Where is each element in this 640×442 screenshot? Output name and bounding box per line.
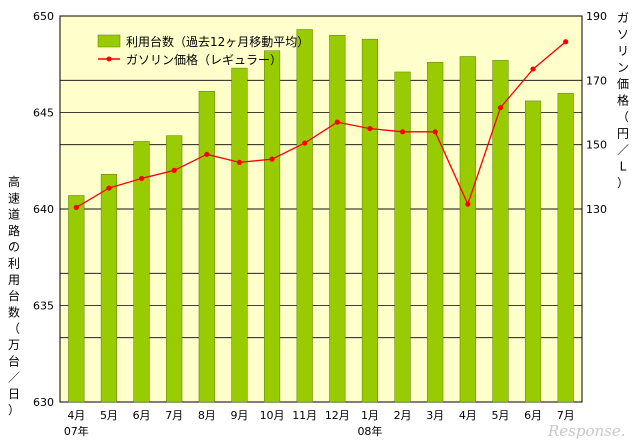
x-tick-label: 9月: [230, 409, 248, 422]
line-point: [432, 129, 438, 135]
right-axis-title: ガソリン価格（円／ L）: [617, 11, 629, 190]
bar: [557, 92, 574, 403]
x-tick-label: 4月: [67, 409, 85, 422]
bar: [100, 174, 118, 403]
line-series: [73, 39, 569, 210]
line-point: [106, 185, 112, 191]
right-tick-label: 150: [586, 139, 607, 152]
bar: [68, 195, 85, 403]
bar: [198, 91, 215, 403]
line-point: [334, 119, 340, 125]
bar: [329, 35, 346, 403]
x-tick-label: 2月: [394, 409, 412, 422]
right-axis-ticks: 130 150 170 190: [586, 10, 607, 216]
x-tick-label: 6月: [133, 409, 151, 422]
line-point: [563, 39, 569, 45]
x-tick-label: 10月: [260, 409, 285, 422]
legend-line-marker: [106, 56, 112, 62]
line-point: [171, 167, 177, 173]
right-tick-label: 130: [586, 203, 607, 216]
bar: [361, 38, 379, 403]
right-tick-label: 190: [586, 10, 607, 23]
x-year-label: 07年: [64, 424, 89, 438]
left-tick-label: 640: [33, 203, 54, 216]
line-point: [465, 201, 471, 207]
left-axis-label: 高速道路の利用台数（万台／日）: [8, 174, 20, 417]
bar: [263, 50, 281, 403]
line-point: [138, 175, 145, 182]
bar: [394, 71, 411, 403]
line-point: [530, 66, 536, 72]
series-line: [75, 41, 567, 208]
x-tick-label: 5月: [491, 409, 509, 422]
left-tick-label: 635: [33, 300, 54, 313]
line-point: [302, 140, 308, 146]
x-tick-label: 6月: [524, 409, 542, 422]
line-point: [204, 151, 210, 157]
bar: [459, 56, 476, 403]
line-point: [367, 125, 373, 132]
x-tick-label: 12月: [325, 409, 350, 422]
legend-line-label: ガソリン価格（レギュラー）: [126, 52, 282, 67]
left-axis-ticks: 630 635 640 645 650: [33, 10, 54, 409]
left-tick-label: 650: [33, 10, 54, 23]
right-tick-label: 170: [586, 74, 607, 87]
bar: [492, 60, 509, 403]
line-point: [399, 129, 406, 135]
watermark: Response.: [547, 422, 626, 440]
legend: 利用台数（過去12ヶ月移動平均） ガソリン価格（レギュラー）: [97, 34, 309, 67]
bar-series: [68, 29, 574, 403]
x-tick-label: 7月: [165, 409, 183, 422]
x-tick-label: 3月: [426, 409, 444, 422]
bar: [296, 29, 313, 403]
bar: [166, 135, 183, 403]
bar: [524, 100, 542, 403]
x-tick-label: 5月: [100, 409, 118, 422]
line-point: [73, 204, 79, 210]
x-tick-label: 8月: [198, 409, 216, 422]
bar: [427, 62, 444, 403]
x-year-label: 08年: [357, 424, 382, 438]
left-axis-title: 高速道路の利用台数（万台／日）: [8, 174, 20, 417]
legend-bar-swatch: [97, 34, 121, 48]
x-tick-label: 7月: [557, 409, 575, 422]
right-axis-label: ガソリン価格（円／ L）: [617, 11, 629, 190]
bar: [231, 67, 248, 403]
x-tick-label: 1月: [361, 409, 379, 422]
x-axis-ticks: 4月 5月 6月 7月 8月 9月 10月 11月 12月 1月 2月 3月 4月 5月 6月 7月 07年 08…: [64, 409, 575, 438]
left-tick-label: 645: [33, 107, 54, 120]
line-point: [236, 159, 243, 165]
bar: [133, 141, 150, 403]
legend-bar-label: 利用台数（過去12ヶ月移動平均）: [126, 34, 309, 49]
x-tick-label: 4月: [459, 409, 477, 422]
line-point: [269, 156, 275, 162]
left-tick-label: 630: [33, 396, 54, 409]
x-tick-label: 11月: [292, 409, 317, 422]
line-point: [497, 105, 504, 111]
